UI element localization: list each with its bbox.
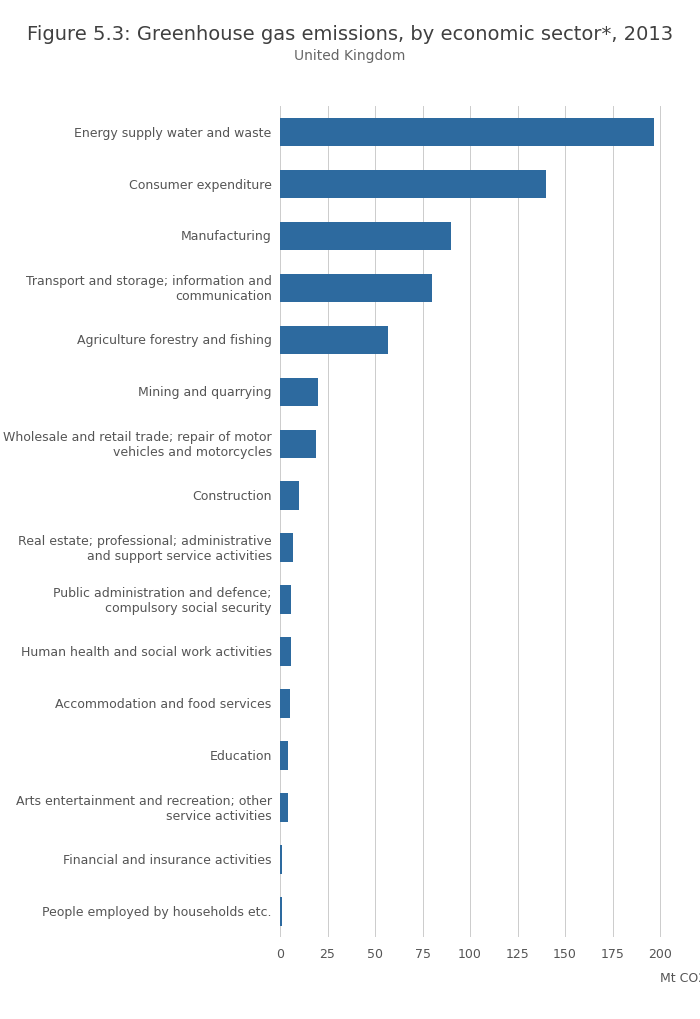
Bar [280, 430, 316, 459]
Text: Figure 5.3: Greenhouse gas emissions, by economic sector*, 2013: Figure 5.3: Greenhouse gas emissions, by… [27, 25, 673, 45]
Bar [280, 586, 291, 614]
Bar [280, 482, 299, 511]
Bar [280, 638, 291, 666]
Bar [280, 378, 318, 407]
Bar [280, 846, 282, 874]
Bar [280, 118, 654, 147]
Bar [280, 534, 293, 562]
Bar [280, 222, 451, 251]
Bar [280, 326, 388, 355]
Bar [280, 690, 290, 718]
Bar [280, 274, 432, 303]
Bar [280, 170, 546, 199]
Bar [280, 898, 282, 926]
Text: United Kingdom: United Kingdom [294, 49, 406, 63]
Bar [280, 794, 288, 822]
X-axis label: Mt CO2e: Mt CO2e [660, 971, 700, 983]
Bar [280, 742, 288, 770]
